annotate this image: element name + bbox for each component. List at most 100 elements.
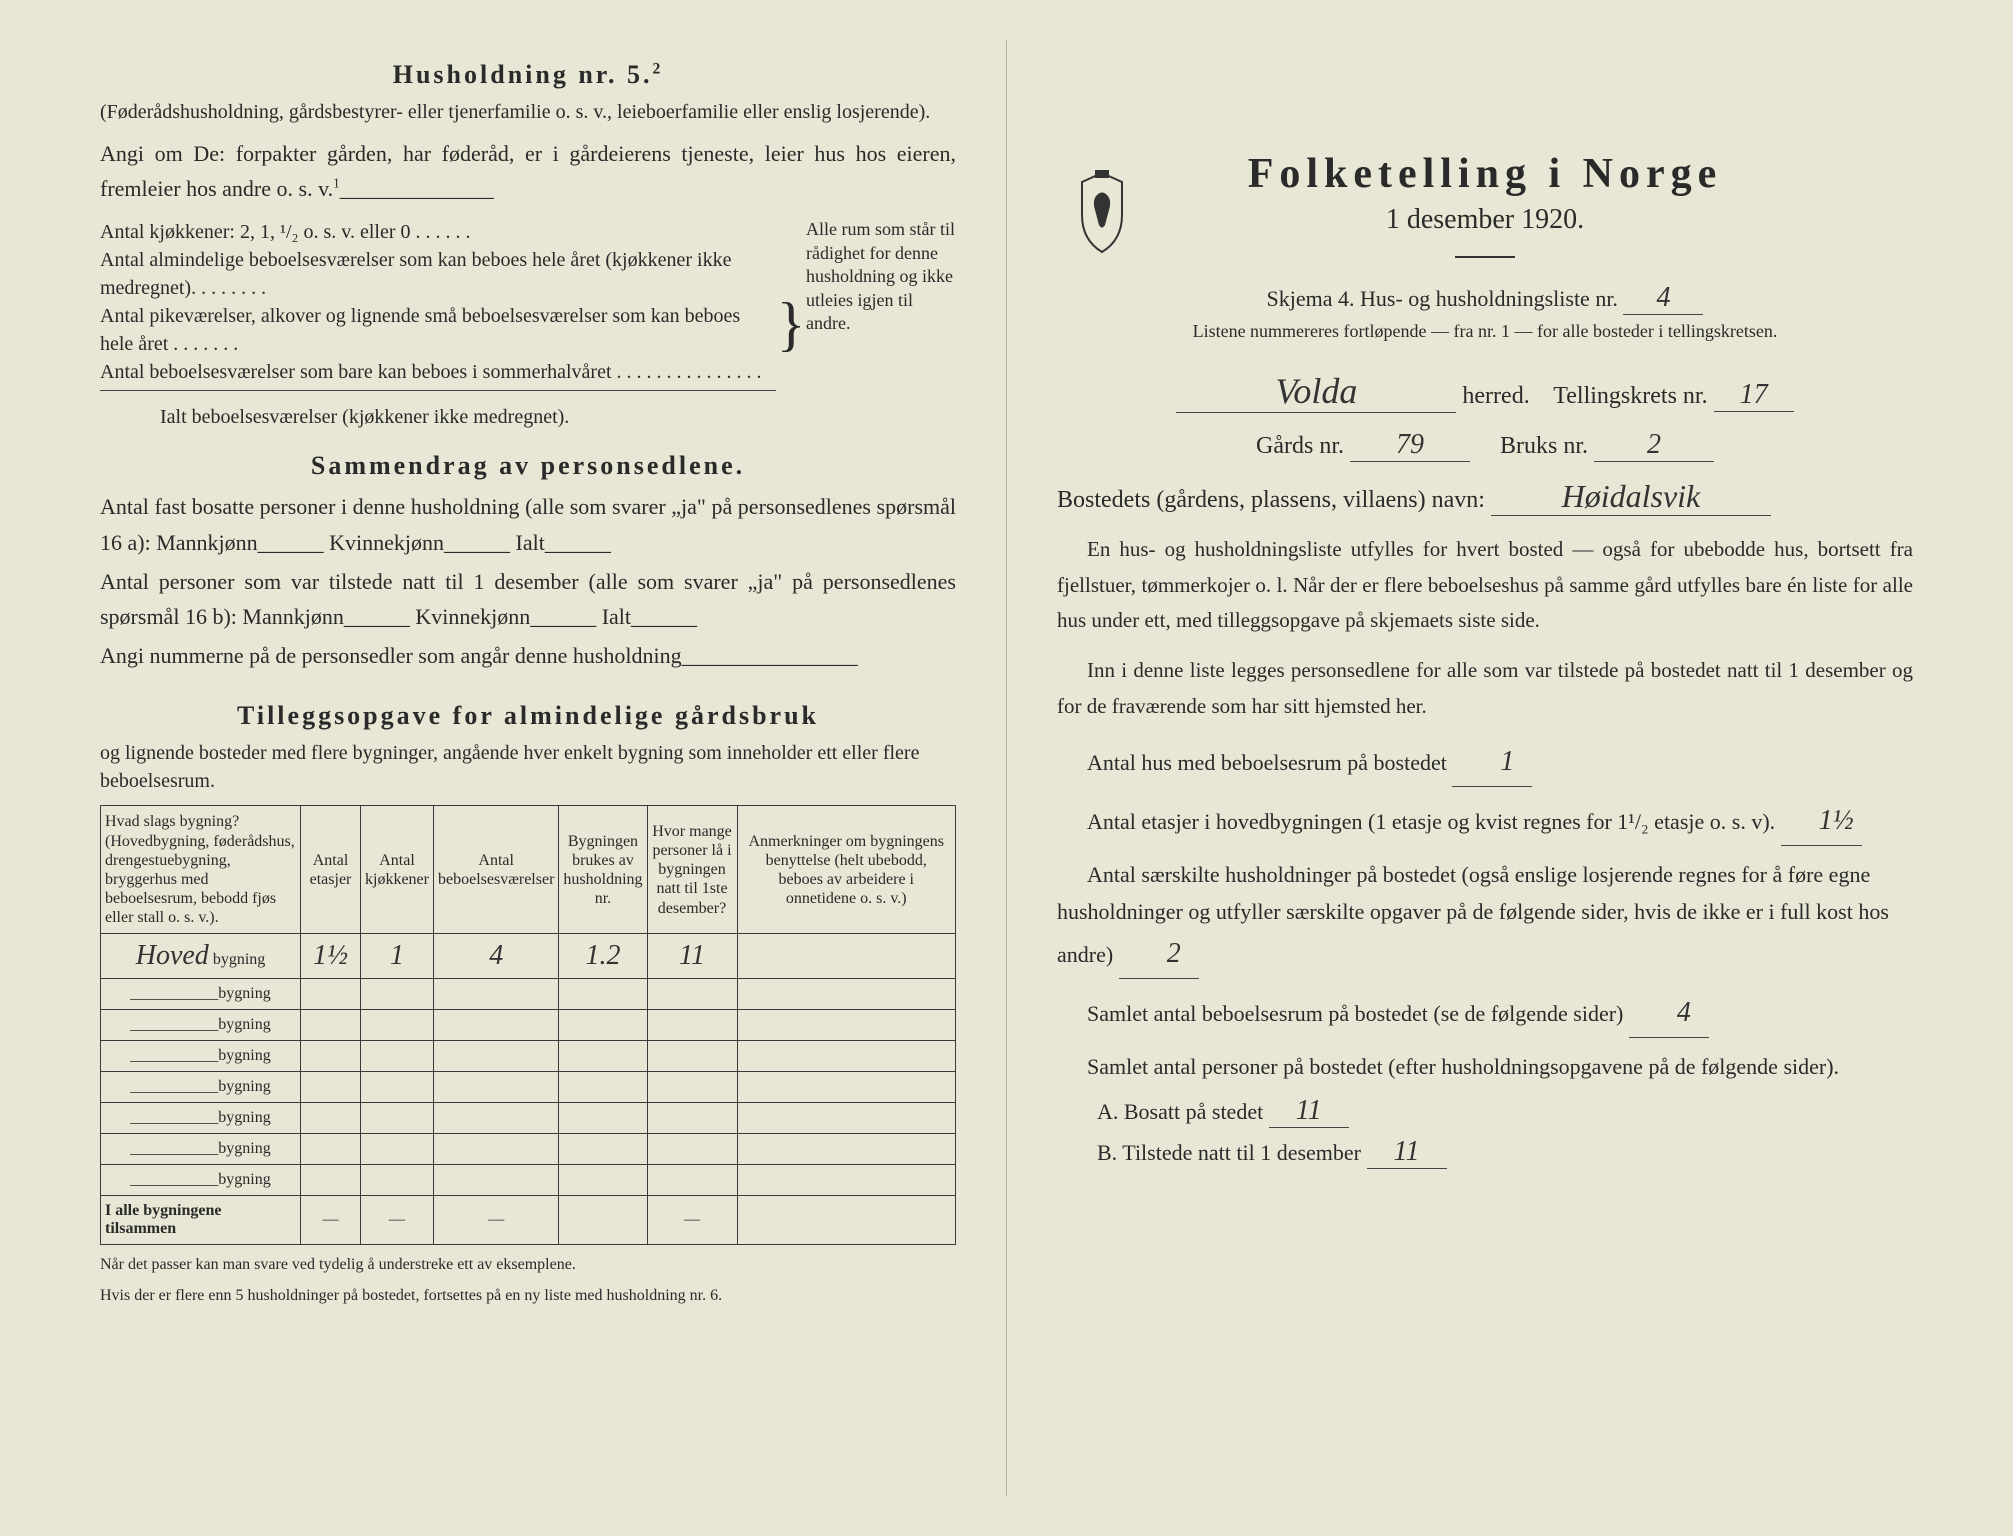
col-bygning: Hvad slags bygning? (Hovedbygning, føder… (101, 806, 301, 934)
q2-value: 1½ (1781, 797, 1862, 846)
husholdning-title-text: Husholdning nr. 5. (393, 60, 653, 89)
row-label: Hoved bygning (101, 934, 301, 979)
col-beboelser: Antal beboelsesværelser (433, 806, 558, 934)
husholdning-paren: (Føderådshusholdning, gårdsbestyrer- ell… (100, 98, 956, 126)
herred-line: Volda herred. Tellingskrets nr. 17 (1057, 370, 1913, 413)
footer-c1: — (361, 1196, 434, 1245)
gards-label: Gårds nr. (1256, 433, 1344, 459)
angi-text: Angi om De: forpakter gården, har føderå… (100, 141, 956, 201)
table-cell (301, 1134, 361, 1165)
brace-right-text: Alle rum som står til rådighet for denne… (806, 218, 956, 431)
q4-label: Samlet antal beboelsesrum på bostedet (s… (1087, 1001, 1623, 1026)
husholdning-sup: 2 (652, 60, 663, 77)
title-rule (1455, 256, 1515, 258)
q1: Antal hus med beboelsesrum på bostedet 1 (1057, 738, 1913, 787)
row-label: ___________bygning (101, 1010, 301, 1041)
table-body: Hoved bygning1½141.211 ___________bygning… (101, 934, 956, 1196)
skjema-label: Skjema 4. Hus- og husholdningsliste nr. (1267, 286, 1618, 311)
bostedets-value: Høidalsvik (1491, 478, 1771, 516)
row-suffix: bygning (218, 1109, 270, 1126)
table-cell: 1 (361, 934, 434, 979)
row-label: ___________bygning (101, 1165, 301, 1196)
right-page: Folketelling i Norge 1 desember 1920. Sk… (1007, 40, 1963, 1496)
q3: Antal særskilte husholdninger på bostede… (1057, 856, 1913, 979)
qA-value: 11 (1269, 1095, 1349, 1128)
qB: B. Tilstede natt til 1 desember 11 (1097, 1136, 1913, 1169)
table-cell: 1.2 (559, 934, 647, 979)
q1-label: Antal hus med beboelsesrum på bostedet (1087, 750, 1447, 775)
husholdning-title: Husholdning nr. 5.2 (100, 60, 956, 90)
table-cell (361, 1010, 434, 1041)
table-cell (559, 1134, 647, 1165)
table-row: ___________bygning (101, 1134, 956, 1165)
table-cell (301, 1010, 361, 1041)
qB-value: 11 (1367, 1136, 1447, 1169)
table-cell: 11 (647, 934, 737, 979)
row-label: ___________bygning (101, 1072, 301, 1103)
table-row: ___________bygning (101, 1041, 956, 1072)
table-row: ___________bygning (101, 1103, 956, 1134)
col-hushold: Bygningen brukes av husholdning nr. (559, 806, 647, 934)
table-footer-row: I alle bygningene tilsammen — — — — (101, 1196, 956, 1245)
brace-item-2: Antal pikeværelser, alkover og lignende … (100, 302, 776, 358)
table-cell (433, 1041, 558, 1072)
main-date: 1 desember 1920. (1057, 204, 1913, 236)
footer-c2: — (433, 1196, 558, 1245)
col-etasjer: Antal etasjer (301, 806, 361, 934)
footer-c5 (737, 1196, 956, 1245)
footer-c4: — (647, 1196, 737, 1245)
table-cell (301, 1103, 361, 1134)
footer-label: I alle bygningene tilsammen (101, 1196, 301, 1245)
brace-divider (100, 390, 776, 391)
table-cell (361, 1103, 434, 1134)
table-cell (737, 1103, 956, 1134)
table-cell: 1½ (301, 934, 361, 979)
tillegg-title: Tilleggsopgave for almindelige gårdsbruk (100, 701, 956, 731)
main-title: Folketelling i Norge (1057, 150, 1913, 198)
table-cell (301, 1165, 361, 1196)
para-1: En hus- og husholdningsliste utfylles fo… (1057, 532, 1913, 639)
table-cell (647, 1072, 737, 1103)
table-cell (559, 1103, 647, 1134)
herred-label: herred. (1462, 383, 1529, 409)
table-cell: 4 (433, 934, 558, 979)
table-cell (361, 1041, 434, 1072)
bruks-label: Bruks nr. (1500, 433, 1588, 459)
skjema-nr: 4 (1623, 282, 1703, 315)
q5: Samlet antal personer på bostedet (efter… (1057, 1048, 1913, 1085)
para-2: Inn i denne liste legges personsedlene f… (1057, 653, 1913, 724)
brace-item-1: Antal almindelige beboelsesværelser som … (100, 246, 776, 302)
col-personer: Hvor mange personer lå i bygningen natt … (647, 806, 737, 934)
row-label: ___________bygning (101, 979, 301, 1010)
table-row: ___________bygning (101, 1072, 956, 1103)
curly-brace-icon: } (776, 218, 806, 431)
angi-line: Angi om De: forpakter gården, har føderå… (100, 136, 956, 206)
sammendrag-p1: Antal fast bosatte personer i denne hush… (100, 489, 956, 559)
row-label: ___________bygning (101, 1103, 301, 1134)
table-row: ___________bygning (101, 1165, 956, 1196)
table-cell (559, 1010, 647, 1041)
row-suffix: bygning (218, 1078, 270, 1095)
footer-c3 (559, 1196, 647, 1245)
skjema-line: Skjema 4. Hus- og husholdningsliste nr. … (1057, 282, 1913, 315)
q4-value: 4 (1629, 989, 1709, 1038)
brace-item-4: Ialt beboelsesværelser (kjøkkener ikke m… (100, 403, 776, 431)
table-row: ___________bygning (101, 1010, 956, 1041)
table-cell (737, 934, 956, 979)
brace-item-0: Antal kjøkkener: 2, 1, ¹/₂ o. s. v. elle… (100, 218, 776, 246)
qB-label: B. Tilstede natt til 1 desember (1097, 1140, 1361, 1165)
table-cell (361, 1165, 434, 1196)
gards-line: Gårds nr. 79 Bruks nr. 2 (1057, 429, 1913, 462)
brace-left-items: Antal kjøkkener: 2, 1, ¹/₂ o. s. v. elle… (100, 218, 776, 431)
table-cell (737, 1165, 956, 1196)
table-cell (647, 1134, 737, 1165)
row-suffix: bygning (218, 985, 270, 1002)
q1-value: 1 (1452, 738, 1532, 787)
footnote-2: Hvis der er flere enn 5 husholdninger på… (100, 1286, 956, 1307)
sammendrag-p3: Angi nummerne på de personsedler som ang… (100, 638, 956, 673)
listene-text: Listene nummereres fortløpende — fra nr.… (1057, 321, 1913, 342)
table-cell (737, 979, 956, 1010)
q2: Antal etasjer i hovedbygningen (1 etasje… (1057, 797, 1913, 846)
bostedets-line: Bostedets (gårdens, plassens, villaens) … (1057, 478, 1913, 516)
table-cell (433, 979, 558, 1010)
